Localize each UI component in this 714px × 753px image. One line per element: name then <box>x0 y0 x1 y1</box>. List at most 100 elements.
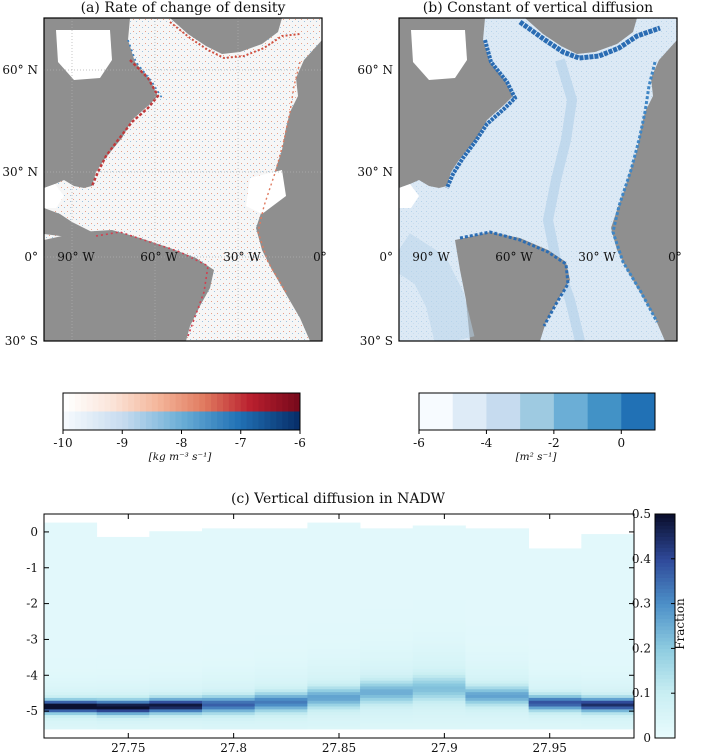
heatmap-cell <box>360 628 414 632</box>
colorbar-b-swatch <box>621 393 656 430</box>
heatmap-x-tick-label: 27.85 <box>322 741 356 753</box>
heatmap-axes: 0 -1 -2 -3 -4 -5 27.75 27.8 27.85 27.9 27.95 <box>26 513 635 753</box>
heatmap-cell <box>360 602 414 607</box>
heatmap-cell <box>528 660 582 664</box>
map-a-land-greenland <box>170 18 282 54</box>
heatmap-cell <box>254 640 308 644</box>
heatmap-colorbar-swatch <box>655 551 675 556</box>
heatmap-cell <box>412 528 466 532</box>
heatmap-cell <box>44 571 98 575</box>
heatmap-cell <box>581 711 635 716</box>
heatmap-cell <box>412 622 466 627</box>
colorbar-a-swatch <box>140 411 147 430</box>
heatmap-cell <box>254 683 308 687</box>
heatmap-cell <box>96 557 150 561</box>
heatmap-cell <box>96 539 150 544</box>
heatmap-cell <box>581 723 635 727</box>
heatmap-colorbar-swatch <box>655 555 675 560</box>
heatmap-cell <box>360 608 414 612</box>
heatmap-cell <box>581 551 635 555</box>
heatmap-cell <box>254 648 308 653</box>
colorbar-a-swatch <box>86 411 94 430</box>
heatmap-cell <box>307 654 361 658</box>
heatmap-cell <box>528 568 582 572</box>
heatmap-cell <box>254 706 308 710</box>
heatmap-cell <box>307 554 361 558</box>
heatmap-y-tick-label: -4 <box>26 668 38 682</box>
heatmap-cell <box>44 594 98 598</box>
heatmap-cell <box>149 700 203 704</box>
heatmap-cell <box>360 645 414 650</box>
map-a-lon-label: 90° W <box>57 250 95 264</box>
heatmap-cell <box>581 625 635 630</box>
heatmap-cell <box>96 614 150 618</box>
map-a-grid <box>44 18 322 341</box>
map-b-lon-label: 30° W <box>578 250 616 264</box>
heatmap-cell <box>412 648 466 653</box>
heatmap-cell <box>360 654 414 658</box>
heatmap-cell <box>528 577 582 581</box>
heatmap-colorbar-swatch <box>655 547 675 552</box>
heatmap-cell <box>307 625 361 630</box>
heatmap-cell <box>307 665 361 670</box>
heatmap-cell <box>96 545 150 549</box>
heatmap-cell <box>465 703 530 707</box>
heatmap-cell <box>44 622 98 627</box>
heatmap-cell <box>412 554 466 558</box>
heatmap-cell <box>581 585 635 589</box>
heatmap-cell <box>307 582 361 587</box>
heatmap-cell <box>412 668 466 673</box>
heatmap-cell <box>412 640 466 644</box>
colorbar-b-tick-label: -4 <box>481 436 493 450</box>
map-b-lat-label: 30° N <box>357 165 393 179</box>
heatmap-cell <box>307 668 361 673</box>
colorbar-a-swatch <box>282 393 289 412</box>
map-b-lon-label: 0° <box>668 250 682 264</box>
heatmap-cell <box>307 617 361 621</box>
heatmap-colorbar-swatch <box>655 558 675 564</box>
heatmap-cell <box>44 579 98 584</box>
map-a-lon-label: 30° W <box>223 250 261 264</box>
heatmap-cell <box>254 602 308 607</box>
heatmap-cell <box>96 582 150 587</box>
heatmap-cell <box>254 579 308 584</box>
colorbar-a-swatch <box>92 393 100 412</box>
heatmap-cell <box>581 714 635 718</box>
colorbar-a-swatch <box>157 411 165 430</box>
map-b-coast-high-north <box>445 39 518 189</box>
colorbar-b-swatch <box>553 393 588 430</box>
heatmap-cell <box>360 548 414 552</box>
heatmap-cell <box>412 588 466 592</box>
heatmap-cell <box>202 726 256 730</box>
heatmap-cell <box>202 534 256 538</box>
heatmap-cell <box>149 571 203 575</box>
heatmap-cell <box>465 585 530 589</box>
heatmap-cell <box>307 577 361 581</box>
heatmap-cell <box>96 577 150 581</box>
colorbar-a-swatch <box>211 393 218 412</box>
heatmap-cell <box>149 625 203 630</box>
heatmap-cell <box>149 559 203 564</box>
heatmap-cell <box>254 625 308 630</box>
heatmap-cell <box>254 657 308 661</box>
heatmap-cell <box>465 677 530 681</box>
colorbar-a-swatch <box>151 411 159 430</box>
heatmap-cell <box>465 554 530 558</box>
heatmap-cell <box>528 571 582 575</box>
map-a-masked-pacific <box>44 184 64 208</box>
heatmap-colorbar-swatch <box>655 637 675 642</box>
heatmap-cell <box>202 562 256 567</box>
colorbar-b: -6 -4 -2 0 <box>413 392 656 450</box>
heatmap-colorbar-swatch <box>655 584 675 590</box>
heatmap-cell <box>581 694 635 698</box>
heatmap-cell <box>307 691 361 696</box>
heatmap-cell <box>254 548 308 552</box>
colorbar-a-swatch <box>199 393 206 412</box>
heatmap-cell <box>202 648 256 653</box>
heatmap-cell <box>149 651 203 655</box>
heatmap-cell <box>581 602 635 607</box>
heatmap-cell <box>581 643 635 647</box>
colorbar-a-swatch <box>163 393 171 412</box>
heatmap-cell <box>465 631 530 635</box>
heatmap-cell <box>96 697 150 701</box>
